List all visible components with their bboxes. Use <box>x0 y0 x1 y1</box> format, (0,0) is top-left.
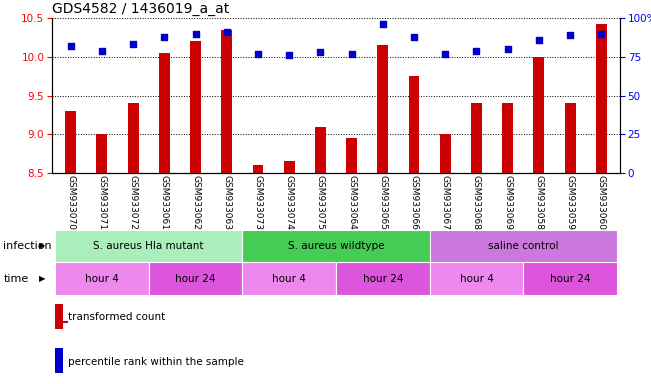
Bar <box>564 103 575 173</box>
Bar <box>596 24 607 173</box>
Bar <box>409 76 419 173</box>
Point <box>565 32 575 38</box>
Bar <box>284 161 295 173</box>
Bar <box>55 262 148 295</box>
Point <box>221 29 232 35</box>
Text: GSM933058: GSM933058 <box>534 175 544 230</box>
Text: GSM933067: GSM933067 <box>441 175 450 230</box>
Bar <box>55 230 242 262</box>
Text: saline control: saline control <box>488 241 559 251</box>
Bar <box>128 103 139 173</box>
Text: GSM933069: GSM933069 <box>503 175 512 230</box>
Text: hour 4: hour 4 <box>272 273 306 283</box>
Text: transformed count: transformed count <box>68 312 165 322</box>
Point <box>378 21 388 27</box>
Text: GSM933074: GSM933074 <box>284 175 294 230</box>
Text: GDS4582 / 1436019_a_at: GDS4582 / 1436019_a_at <box>52 2 229 16</box>
Bar <box>336 262 430 295</box>
Bar <box>242 230 430 262</box>
Point <box>596 30 607 36</box>
Text: hour 24: hour 24 <box>363 273 403 283</box>
Text: S. aureus wildtype: S. aureus wildtype <box>288 241 384 251</box>
Bar <box>471 103 482 173</box>
Bar <box>190 41 201 173</box>
Bar <box>378 45 388 173</box>
Text: infection: infection <box>3 241 52 251</box>
Bar <box>430 262 523 295</box>
Bar <box>242 262 336 295</box>
Text: GSM933063: GSM933063 <box>222 175 231 230</box>
Text: percentile rank within the sample: percentile rank within the sample <box>68 357 244 367</box>
Point <box>97 48 107 54</box>
Text: hour 24: hour 24 <box>550 273 590 283</box>
Bar <box>65 111 76 173</box>
Point <box>66 43 76 49</box>
Point <box>159 33 169 40</box>
Point <box>253 51 263 57</box>
Text: time: time <box>3 273 29 283</box>
Bar <box>221 30 232 173</box>
Text: GSM933059: GSM933059 <box>566 175 575 230</box>
Bar <box>96 134 107 173</box>
Text: GSM933064: GSM933064 <box>347 175 356 230</box>
Point <box>534 36 544 43</box>
Bar <box>502 103 513 173</box>
Text: hour 4: hour 4 <box>85 273 119 283</box>
Bar <box>58 321 68 323</box>
Text: GSM933062: GSM933062 <box>191 175 200 230</box>
Text: GSM933071: GSM933071 <box>98 175 106 230</box>
Text: GSM933075: GSM933075 <box>316 175 325 230</box>
Point <box>315 49 326 55</box>
Text: GSM933066: GSM933066 <box>409 175 419 230</box>
Text: GSM933072: GSM933072 <box>129 175 137 230</box>
Bar <box>148 262 242 295</box>
Bar <box>346 138 357 173</box>
Point <box>409 33 419 40</box>
Bar <box>315 126 326 173</box>
Point <box>128 41 139 47</box>
Point <box>346 51 357 57</box>
Point <box>440 51 450 57</box>
Text: GSM933073: GSM933073 <box>253 175 262 230</box>
Text: hour 24: hour 24 <box>175 273 216 283</box>
Point <box>471 48 482 54</box>
Point <box>284 52 294 58</box>
Bar <box>430 230 617 262</box>
Text: GSM933068: GSM933068 <box>472 175 481 230</box>
Text: GSM933061: GSM933061 <box>160 175 169 230</box>
Bar <box>523 262 617 295</box>
Text: ▶: ▶ <box>39 274 46 283</box>
Text: hour 4: hour 4 <box>460 273 493 283</box>
Point <box>503 46 513 52</box>
Bar <box>440 134 450 173</box>
Point <box>190 30 201 36</box>
Text: S. aureus Hla mutant: S. aureus Hla mutant <box>94 241 204 251</box>
Text: GSM933060: GSM933060 <box>597 175 606 230</box>
Text: ▶: ▶ <box>39 242 46 250</box>
Bar <box>159 53 170 173</box>
Bar <box>533 57 544 173</box>
Bar <box>253 165 264 173</box>
Text: GSM933070: GSM933070 <box>66 175 76 230</box>
Text: GSM933065: GSM933065 <box>378 175 387 230</box>
